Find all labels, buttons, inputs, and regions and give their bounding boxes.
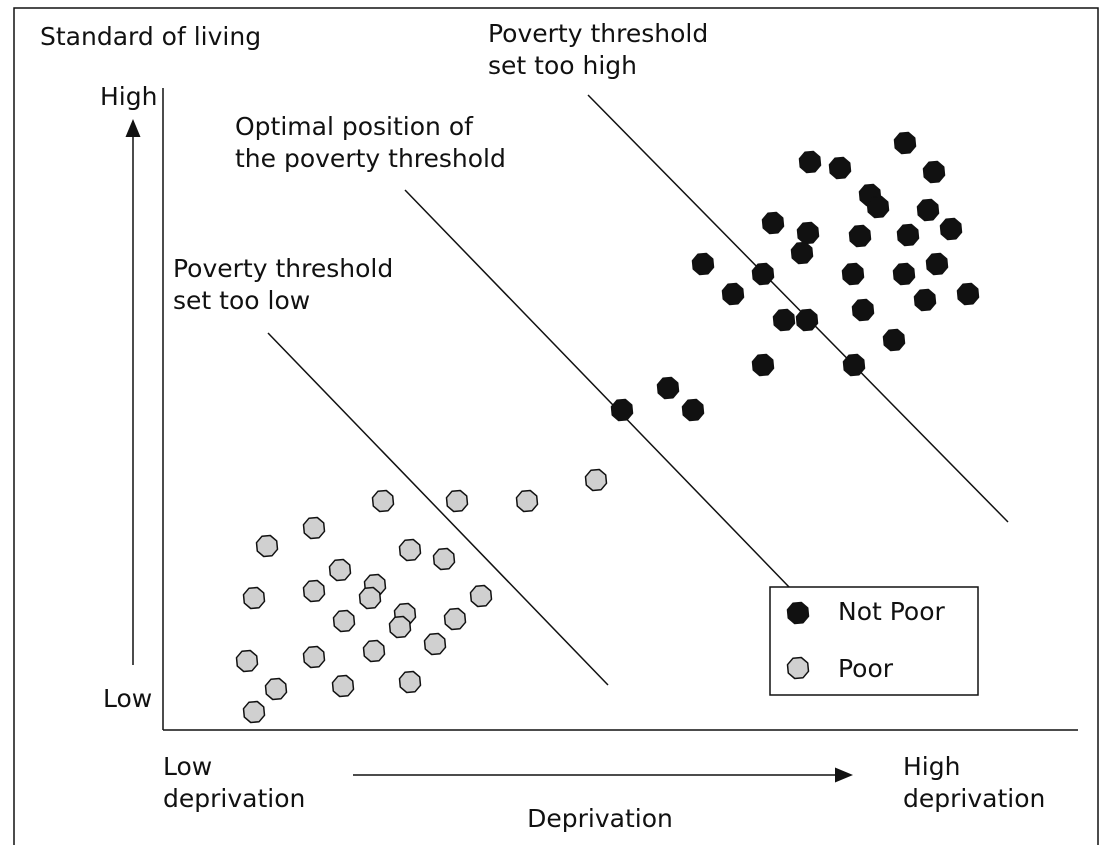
annotation: Optimal position of bbox=[235, 112, 474, 141]
x-low: deprivation bbox=[163, 784, 305, 813]
poor-point bbox=[371, 489, 395, 513]
not-poor-point bbox=[896, 223, 920, 247]
poor-point bbox=[398, 670, 422, 694]
points bbox=[235, 131, 980, 724]
annotation: Poverty threshold bbox=[488, 19, 708, 48]
not-poor-point bbox=[786, 601, 810, 625]
annotation: the poverty threshold bbox=[235, 144, 506, 173]
poor-point bbox=[432, 547, 456, 571]
not-poor-point bbox=[610, 398, 634, 422]
legend-label: Not Poor bbox=[838, 597, 946, 626]
not-poor-point bbox=[922, 160, 946, 184]
not-poor-point bbox=[761, 211, 785, 235]
threshold-optimal bbox=[404, 189, 791, 589]
x-high: High bbox=[903, 752, 960, 781]
not-poor-point bbox=[656, 376, 680, 400]
not-poor-point bbox=[798, 150, 822, 174]
not-poor-point bbox=[751, 353, 775, 377]
poor-point bbox=[264, 677, 288, 701]
not-poor-point bbox=[795, 308, 819, 332]
not-poor-point bbox=[790, 241, 814, 265]
y-title: Standard of living bbox=[40, 22, 261, 51]
not-poor-point bbox=[848, 224, 872, 248]
frame bbox=[13, 7, 1099, 845]
poor-point bbox=[242, 700, 266, 724]
not-poor-point bbox=[925, 252, 949, 276]
not-poor-point bbox=[913, 288, 937, 312]
x-high: deprivation bbox=[903, 784, 1045, 813]
not-poor-point bbox=[828, 156, 852, 180]
x-low: Low bbox=[163, 752, 212, 781]
not-poor-point bbox=[893, 131, 917, 155]
not-poor-point bbox=[841, 262, 865, 286]
not-poor-point bbox=[866, 195, 890, 219]
poor-point bbox=[423, 632, 447, 656]
poor-point bbox=[443, 607, 467, 631]
poor-point bbox=[302, 516, 326, 540]
annotation: set too high bbox=[488, 51, 637, 80]
not-poor-point bbox=[772, 308, 796, 332]
legend-markers bbox=[786, 601, 810, 680]
not-poor-point bbox=[751, 262, 775, 286]
threshold-low bbox=[267, 332, 609, 686]
poor-point bbox=[302, 579, 326, 603]
y-low: Low bbox=[103, 684, 152, 713]
poor-point bbox=[302, 645, 326, 669]
poor-point bbox=[469, 584, 493, 608]
poor-point bbox=[242, 586, 266, 610]
poor-point bbox=[328, 558, 352, 582]
not-poor-point bbox=[939, 217, 963, 241]
poor-point bbox=[358, 586, 382, 610]
poor-point bbox=[584, 468, 608, 492]
poor-point bbox=[362, 639, 386, 663]
not-poor-point bbox=[892, 262, 916, 286]
poor-point bbox=[515, 489, 539, 513]
x-title: Deprivation bbox=[527, 804, 673, 833]
poor-point bbox=[331, 674, 355, 698]
poor-point bbox=[398, 538, 422, 562]
annotation: set too low bbox=[173, 286, 310, 315]
not-poor-point bbox=[916, 198, 940, 222]
y-high: High bbox=[100, 82, 157, 111]
not-poor-point bbox=[691, 252, 715, 276]
poor-point bbox=[388, 615, 412, 639]
not-poor-point bbox=[721, 282, 745, 306]
poor-point bbox=[332, 609, 356, 633]
not-poor-point bbox=[842, 353, 866, 377]
not-poor-point bbox=[882, 328, 906, 352]
poor-point bbox=[786, 656, 810, 680]
poor-point bbox=[445, 489, 469, 513]
threshold-high bbox=[587, 94, 1009, 523]
not-poor-point bbox=[851, 298, 875, 322]
not-poor-point bbox=[796, 221, 820, 245]
poor-point bbox=[235, 649, 259, 673]
annotation: Poverty threshold bbox=[173, 254, 393, 283]
not-poor-point bbox=[956, 282, 980, 306]
poor-point bbox=[255, 534, 279, 558]
legend-label: Poor bbox=[838, 654, 894, 683]
not-poor-point bbox=[681, 398, 705, 422]
